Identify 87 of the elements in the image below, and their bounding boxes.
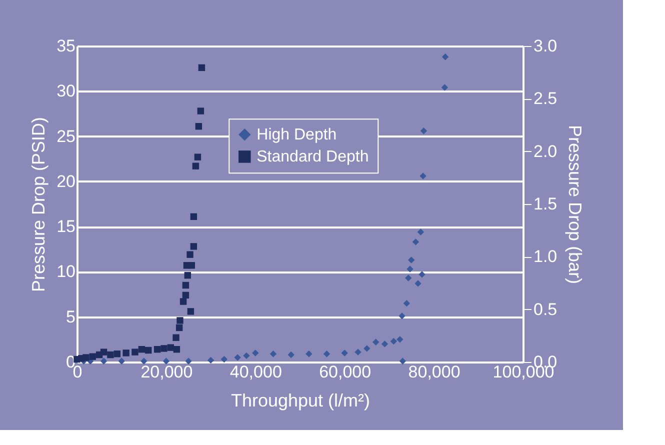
point: [381, 340, 388, 348]
point: [195, 123, 202, 130]
point: [160, 345, 168, 352]
point: [185, 358, 192, 364]
y2-axis-title: Pressure Drop (bar): [565, 124, 586, 284]
point: [182, 292, 190, 299]
point: [118, 358, 125, 364]
point: [89, 353, 96, 360]
point: [220, 356, 228, 363]
point: [420, 128, 428, 134]
point: [390, 338, 398, 345]
point: [107, 351, 114, 358]
point: [82, 354, 90, 361]
point: [176, 317, 184, 324]
point: [140, 358, 148, 364]
legend-label: Standard Depth: [256, 148, 369, 166]
y-tick-label: 15: [56, 217, 76, 236]
point: [406, 266, 414, 272]
point: [176, 324, 183, 332]
point: [323, 350, 330, 358]
point: [341, 350, 348, 356]
point: [154, 346, 161, 353]
point: [417, 228, 424, 236]
point: [194, 154, 202, 160]
point: [404, 274, 412, 282]
point: [398, 312, 406, 320]
point: [252, 350, 259, 356]
point: [173, 346, 180, 353]
point: [122, 350, 130, 356]
point: [288, 351, 294, 358]
y2-tick-label: 1.5: [534, 194, 558, 214]
y2-tick-label: 0.5: [534, 300, 558, 319]
y-tick-label: 35: [56, 36, 76, 56]
point: [372, 338, 380, 346]
point: [364, 345, 370, 352]
point: [197, 108, 204, 114]
point: [138, 346, 146, 353]
y-tick-label: 20: [56, 172, 76, 191]
point: [114, 350, 120, 358]
point: [412, 238, 420, 246]
x-tick-label: 40,000: [230, 362, 282, 382]
point: [188, 262, 195, 269]
y-axis-title: Pressure Drop (PSID): [28, 116, 49, 292]
point: [100, 358, 108, 364]
point: [182, 282, 190, 289]
point: [354, 348, 362, 356]
point: [132, 348, 138, 356]
point: [414, 280, 422, 287]
y-tick-label: 5: [66, 307, 76, 326]
point: [162, 358, 170, 364]
point: [207, 356, 214, 364]
y2-tick-label: 1.0: [534, 247, 558, 266]
point: [190, 243, 198, 250]
point: [184, 272, 192, 279]
y2-tick-label: 2.5: [534, 89, 558, 108]
y-tick-label: 25: [56, 126, 76, 146]
point: [187, 308, 194, 315]
x-tick-label: 20,000: [140, 362, 193, 382]
point: [145, 346, 152, 354]
point: [186, 251, 194, 258]
point: [418, 271, 426, 278]
point: [396, 336, 404, 343]
x-tick-label: 60,000: [319, 362, 372, 382]
point: [408, 256, 415, 264]
point: [403, 300, 410, 307]
y-tick-label: 30: [56, 82, 76, 101]
point: [420, 172, 426, 180]
y2-tick-label: 3.0: [534, 36, 558, 56]
point: [192, 162, 200, 170]
point: [243, 352, 250, 360]
point: [441, 84, 448, 91]
point: [167, 344, 174, 351]
x-tick-label: 80,000: [408, 362, 460, 382]
legend-label: High Depth: [256, 126, 337, 144]
point: [234, 354, 241, 361]
y-tick-label: 10: [56, 262, 76, 282]
point: [399, 358, 406, 364]
point: [306, 350, 312, 358]
point: [270, 350, 277, 358]
point: [198, 64, 206, 72]
point: [190, 213, 198, 220]
point: [180, 298, 187, 305]
y2-tick-label: 2.0: [534, 142, 558, 161]
point: [100, 348, 108, 356]
point: [442, 53, 449, 60]
x-axis-title: Throughput (l/m²): [230, 390, 370, 410]
point: [172, 334, 180, 341]
